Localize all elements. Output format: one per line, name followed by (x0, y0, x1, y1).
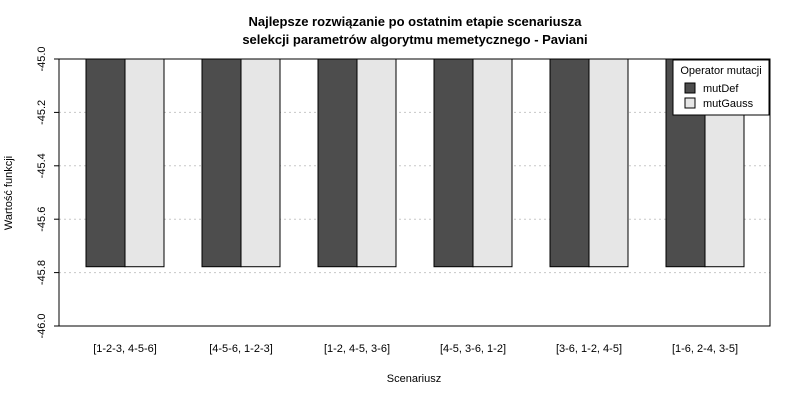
bar-mutdef (549, 58, 590, 268)
legend: Operator mutacji mutDef mutGauss (672, 59, 770, 116)
legend-label-mutgauss: mutGauss (703, 98, 754, 110)
legend-swatch-mutgauss (684, 97, 696, 109)
x-axis: [1-2-3, 4-5-6] [4-5-6, 1-2-3] [1-2, 4-5, 3… (93, 343, 738, 355)
bar-mutgauss (588, 58, 629, 268)
chart-title-line-2: selekcji parametrów algorytmu memetyczne… (242, 32, 587, 47)
legend-label-mutdef: mutDef (703, 83, 739, 95)
x-tick-label: [3-6, 1-2, 4-5] (556, 343, 622, 355)
bar-mutgauss (356, 58, 397, 268)
chart-title-line-1: Najlepsze rozwiązanie po ostatnim etapie… (248, 14, 582, 29)
x-tick-label: [1-6, 2-4, 3-5] (672, 343, 738, 355)
y-tick-label: -46.0 (36, 313, 48, 338)
plot-frame (58, 58, 771, 327)
bars (85, 58, 745, 268)
y-axis: -45.0 -45.2 -45.4 -45.6 -45.8 -46.0 (36, 46, 59, 339)
y-tick-label: -45.6 (36, 207, 48, 232)
x-tick-label: [1-2-3, 4-5-6] (93, 343, 157, 355)
bar-mutgauss (240, 58, 281, 268)
legend-title: Operator mutacji (680, 65, 761, 77)
bar-mutgauss (472, 58, 513, 268)
bar-mutdef (317, 58, 358, 268)
legend-swatch-mutdef (684, 82, 696, 94)
bar-mutdef (433, 58, 474, 268)
x-tick-label: [4-5-6, 1-2-3] (209, 343, 273, 355)
y-tick-label: -45.0 (36, 46, 48, 71)
y-axis-title: Wartość funkcji (3, 156, 15, 230)
y-tick-label: -45.4 (36, 153, 48, 178)
x-axis-title: Scenariusz (387, 373, 441, 385)
gridlines (59, 111, 770, 274)
y-tick-label: -45.2 (36, 100, 48, 125)
bar-mutdef (201, 58, 242, 268)
bar-mutdef (85, 58, 126, 268)
x-tick-label: [1-2, 4-5, 3-6] (324, 343, 390, 355)
bar-mutgauss (124, 58, 165, 268)
y-tick-label: -45.8 (36, 260, 48, 285)
x-tick-label: [4-5, 3-6, 1-2] (440, 343, 506, 355)
